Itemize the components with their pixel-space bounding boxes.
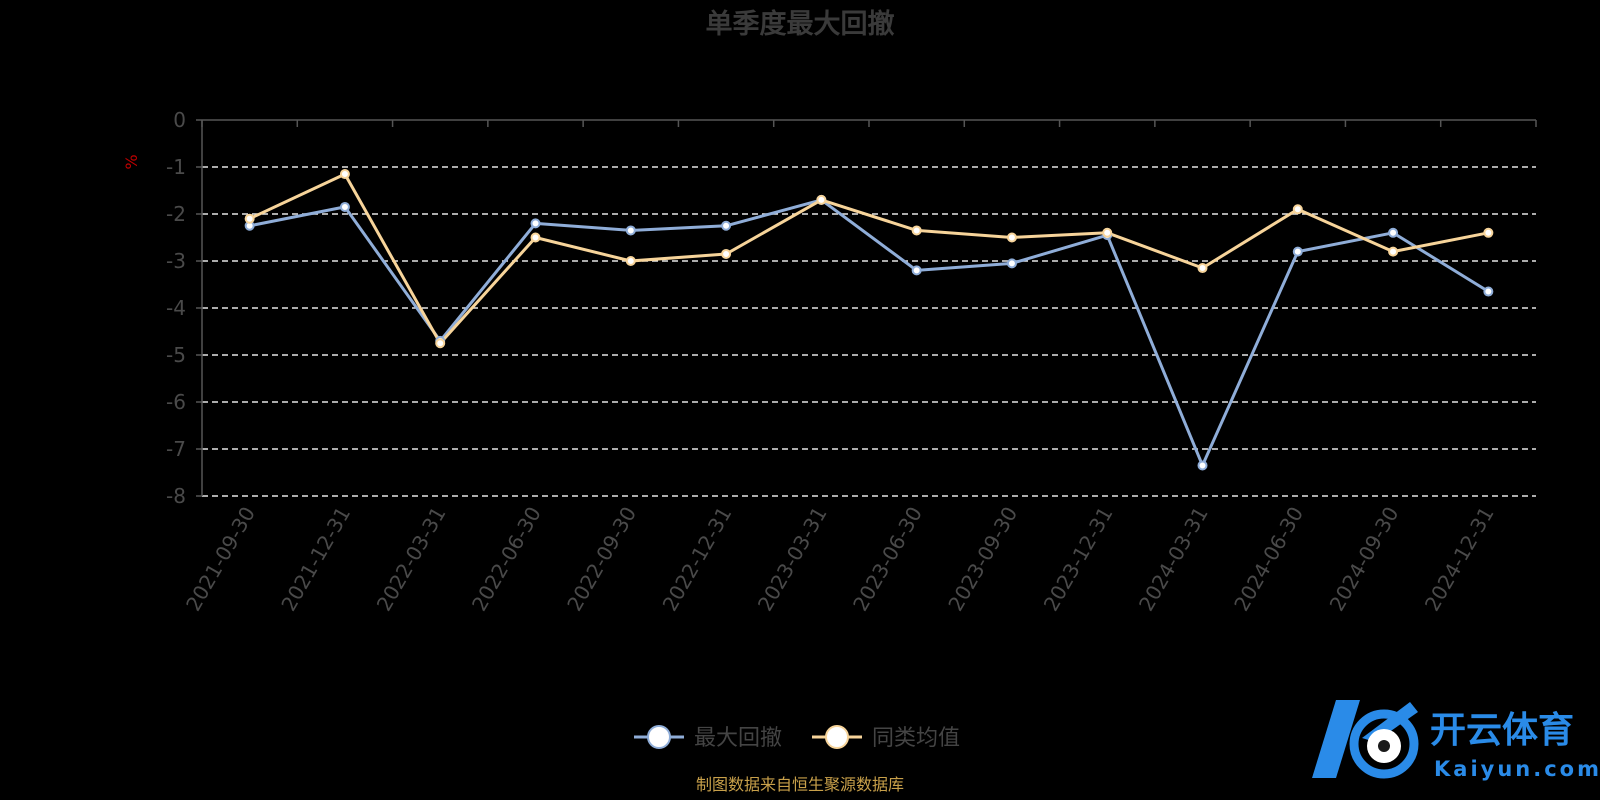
legend-item-1[interactable]: 同类均值 — [812, 725, 960, 751]
x-tick-label: 2024-06-30 — [1229, 503, 1308, 616]
x-tick-label: 2021-09-30 — [181, 503, 260, 616]
series-line-0 — [249, 198, 1490, 467]
series-0-point[interactable] — [530, 218, 541, 229]
series-1-point[interactable] — [1483, 227, 1494, 238]
x-tick-label: 2023-09-30 — [943, 503, 1022, 616]
series-1-point[interactable] — [1006, 232, 1017, 243]
series-1-point[interactable] — [530, 232, 541, 243]
series-0-point[interactable] — [1292, 246, 1303, 257]
legend-label: 最大回撤 — [694, 726, 782, 751]
series-0-point[interactable] — [911, 265, 922, 276]
series-1-point[interactable] — [1102, 227, 1113, 238]
legend-swatch-marker — [647, 725, 671, 749]
y-tick-label: -2 — [166, 202, 186, 226]
series-line-1 — [248, 172, 1489, 345]
x-tick-label: 2023-12-31 — [1039, 503, 1118, 616]
x-tick-label: 2022-09-30 — [562, 503, 641, 616]
y-tick-label: -5 — [166, 343, 186, 367]
x-tick-label: 2023-03-31 — [753, 503, 832, 616]
legend-item-0[interactable]: 最大回撤 — [634, 725, 782, 751]
x-tick-label: 2024-03-31 — [1134, 503, 1213, 616]
x-tick-label: 2022-06-30 — [467, 503, 546, 616]
legend[interactable]: 最大回撤 同类均值 — [634, 725, 960, 751]
y-tick-label: -8 — [166, 484, 186, 508]
series-0-point[interactable] — [1388, 227, 1399, 238]
y-tick-labels: 0 -1 -2 -3 -4 -5 -6 -7 -8 — [166, 108, 186, 508]
series-1-point[interactable] — [1388, 246, 1399, 257]
logo-k-stroke — [1312, 700, 1360, 778]
soccer-ball-patch — [1378, 740, 1390, 752]
logo-domain-text: Kaiyun.com — [1434, 757, 1600, 781]
series-1-point[interactable] — [721, 248, 732, 259]
chart-title: 单季度最大回撤 — [706, 8, 895, 40]
footer-source: 制图数据来自恒生聚源数据库 — [696, 775, 904, 794]
x-tick-labels: 2021-09-30 2021-12-31 2022-03-31 2022-06-30… — [181, 502, 1499, 615]
series-1-point[interactable] — [1292, 204, 1303, 215]
x-tick-label: 2021-12-31 — [276, 503, 355, 616]
series-0-point[interactable] — [1483, 286, 1494, 297]
series-0-point[interactable] — [1197, 460, 1208, 471]
logo-ring — [1349, 709, 1419, 779]
grid-lines — [202, 166, 1536, 497]
x-tick-label: 2022-12-31 — [657, 503, 736, 616]
x-tick-label: 2024-12-31 — [1420, 503, 1499, 616]
series-1-point[interactable] — [911, 225, 922, 236]
logo-brand-text: 开云体育 — [1430, 710, 1574, 751]
x-tick-label: 2022-03-31 — [372, 503, 451, 616]
y-axis-unit: % — [122, 154, 141, 169]
series-0-point[interactable] — [721, 220, 732, 231]
series-1-point[interactable] — [1197, 263, 1208, 274]
series-group — [244, 169, 1494, 471]
y-tick-label: 0 — [173, 108, 186, 132]
series-1-point[interactable] — [816, 194, 827, 205]
series-0-point[interactable] — [339, 201, 350, 212]
x-tick-label: 2024-09-30 — [1324, 503, 1403, 616]
series-1-point[interactable] — [625, 256, 636, 266]
y-tick-label: -6 — [166, 390, 186, 414]
axes — [196, 119, 1537, 497]
series-0-point[interactable] — [625, 225, 636, 236]
series-1-point[interactable] — [244, 213, 255, 224]
y-tick-label: -7 — [166, 437, 186, 461]
y-tick-label: -1 — [166, 155, 186, 179]
legend-label: 同类均值 — [872, 726, 960, 751]
y-tick-label: -3 — [166, 249, 186, 273]
legend-swatch-marker — [825, 725, 849, 749]
series-0-point[interactable] — [1006, 258, 1017, 269]
watermark-logo: 开云体育 Kaiyun.com — [1312, 700, 1600, 781]
series-1-point[interactable] — [435, 338, 446, 349]
series-1-point[interactable] — [339, 169, 350, 180]
x-tick-label: 2023-06-30 — [848, 502, 927, 615]
y-tick-label: -4 — [166, 296, 186, 320]
